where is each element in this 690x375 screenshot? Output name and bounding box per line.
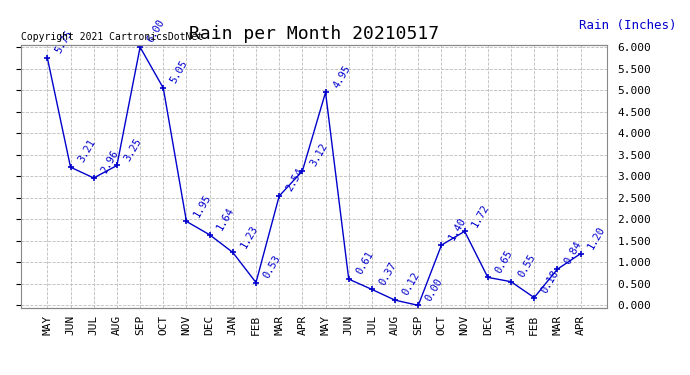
- Text: 1.64: 1.64: [215, 206, 237, 232]
- Text: 4.95: 4.95: [331, 63, 353, 90]
- Text: 6.00: 6.00: [146, 18, 167, 44]
- Text: 0.61: 0.61: [354, 250, 375, 276]
- Text: 0.65: 0.65: [493, 248, 515, 274]
- Text: 5.05: 5.05: [169, 58, 190, 85]
- Title: Rain per Month 20210517: Rain per Month 20210517: [189, 26, 439, 44]
- Text: 2.96: 2.96: [99, 148, 121, 175]
- Text: 0.53: 0.53: [262, 253, 283, 280]
- Text: 0.18: 0.18: [540, 268, 561, 295]
- Text: 1.23: 1.23: [238, 223, 259, 250]
- Text: 3.12: 3.12: [308, 142, 329, 168]
- Text: 3.25: 3.25: [122, 136, 144, 163]
- Text: 2.54: 2.54: [285, 166, 306, 193]
- Text: 3.21: 3.21: [76, 138, 97, 164]
- Text: 0.84: 0.84: [563, 240, 584, 266]
- Text: 0.55: 0.55: [517, 252, 538, 279]
- Text: Rain (Inches): Rain (Inches): [579, 19, 676, 32]
- Text: 0.12: 0.12: [401, 271, 422, 297]
- Text: 1.72: 1.72: [470, 202, 491, 228]
- Text: 0.37: 0.37: [377, 260, 399, 286]
- Text: 5.75: 5.75: [53, 28, 74, 55]
- Text: 1.40: 1.40: [447, 216, 469, 242]
- Text: Copyright 2021 CartronicsDotNet: Copyright 2021 CartronicsDotNet: [21, 32, 203, 42]
- Text: 1.95: 1.95: [192, 192, 213, 219]
- Text: 1.20: 1.20: [586, 224, 607, 251]
- Text: 0.00: 0.00: [424, 276, 445, 303]
